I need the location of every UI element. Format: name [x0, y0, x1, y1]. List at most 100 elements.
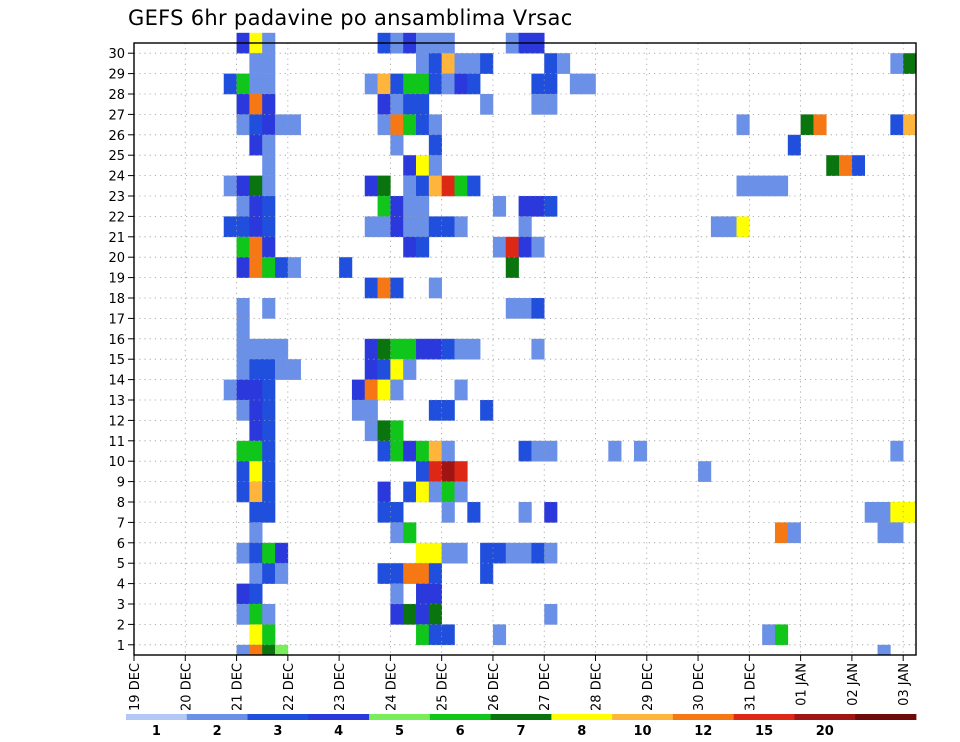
precip-cell: [633, 440, 648, 462]
precip-cell: [249, 522, 263, 544]
precip-cell: [877, 522, 891, 544]
y-tick-label: 9: [117, 476, 125, 491]
precip-cell: [364, 175, 378, 197]
precip-cell: [416, 338, 430, 360]
precip-cell: [454, 542, 468, 564]
precip-cell: [287, 114, 301, 136]
precip-cell: [813, 114, 827, 136]
precip-cell: [454, 338, 468, 360]
precip-cell: [249, 338, 263, 360]
precip-cell: [262, 400, 276, 421]
precip-cell: [364, 73, 378, 95]
precip-cell: [390, 216, 404, 238]
precip-cell: [351, 379, 366, 401]
y-tick-label: 19: [108, 272, 125, 287]
precip-cell: [390, 522, 404, 544]
precip-cell: [377, 502, 391, 523]
precip-cell: [249, 379, 263, 401]
colorbar-swatch: [612, 714, 674, 720]
precip-cell: [544, 604, 558, 625]
precip-cell: [236, 359, 250, 380]
precip-cell: [377, 379, 391, 401]
precip-cell: [492, 196, 507, 217]
precip-cell: [377, 440, 391, 462]
y-tick-label: 24: [108, 170, 125, 185]
precip-cell: [377, 563, 391, 584]
precip-cell: [851, 155, 866, 176]
precip-cell: [441, 73, 455, 95]
precip-cell: [454, 461, 468, 482]
precip-cell: [454, 53, 468, 74]
precip-cell: [236, 461, 250, 482]
precip-cell: [262, 379, 276, 401]
precip-cell: [454, 73, 468, 95]
y-tick-label: 25: [108, 149, 125, 164]
precip-cell: [236, 73, 250, 95]
precip-cell: [262, 644, 276, 656]
precip-cell: [236, 379, 250, 401]
precip-cell: [275, 338, 289, 360]
precip-cell: [403, 440, 417, 462]
precip-cell: [531, 236, 545, 258]
precip-cell: [428, 440, 442, 462]
x-tick-label: 24 DEC: [384, 663, 399, 711]
y-tick-label: 28: [108, 88, 125, 103]
precip-cell: [236, 298, 250, 319]
y-axis: 1234567891011121314151617181920212223242…: [108, 47, 134, 654]
precip-cell: [736, 175, 750, 197]
plot-frame: [133, 42, 917, 656]
precip-cell: [223, 216, 237, 238]
precip-cell: [403, 73, 417, 95]
precip-cell: [416, 583, 430, 605]
precip-cell: [390, 440, 404, 462]
precip-cell: [403, 522, 417, 544]
precip-cell: [249, 624, 263, 646]
precip-cell: [390, 379, 404, 401]
precip-cell: [364, 420, 378, 442]
precip-cell: [390, 563, 404, 584]
precip-cell: [582, 73, 596, 95]
precip-cell: [492, 236, 507, 258]
precip-cell: [236, 196, 250, 217]
precip-cell: [428, 604, 442, 625]
precip-cell: [774, 522, 789, 544]
x-tick-label: 22 DEC: [282, 663, 297, 711]
precip-cell: [249, 461, 263, 482]
precip-cell: [403, 114, 417, 136]
precip-cell: [275, 359, 289, 380]
precip-cell: [826, 155, 840, 176]
precip-cell: [390, 94, 404, 115]
colorbar-swatch: [186, 714, 248, 720]
precip-cell: [428, 155, 442, 176]
precip-cell: [262, 53, 276, 74]
precip-cell: [467, 73, 481, 95]
precip-cell: [390, 73, 404, 95]
colorbar-label: 1: [152, 724, 161, 739]
precip-cell: [377, 338, 391, 360]
colorbar-swatch: [733, 714, 795, 720]
precip-cell: [236, 94, 250, 115]
precip-cell: [890, 53, 904, 74]
precip-cell: [249, 114, 263, 136]
precip-cell: [428, 134, 442, 156]
precip-cell: [249, 420, 263, 442]
precip-cell: [557, 53, 571, 74]
precip-cell: [236, 644, 250, 656]
y-tick-label: 3: [117, 598, 125, 613]
precip-cell: [236, 481, 250, 503]
precip-cell: [416, 604, 430, 625]
precip-cell: [428, 583, 442, 605]
precip-cell: [416, 155, 430, 176]
precip-cell: [890, 440, 904, 462]
precip-cell: [800, 114, 814, 136]
precip-cell: [377, 481, 391, 503]
precip-cell: [249, 257, 263, 278]
precip-cell: [377, 94, 391, 115]
precip-cell: [544, 502, 558, 523]
precip-cell: [736, 114, 750, 136]
precip-cell: [236, 216, 250, 238]
precip-cell: [428, 277, 442, 299]
precip-cell: [403, 94, 417, 115]
colorbar-label: 3: [273, 724, 282, 739]
precip-cell: [518, 216, 532, 238]
